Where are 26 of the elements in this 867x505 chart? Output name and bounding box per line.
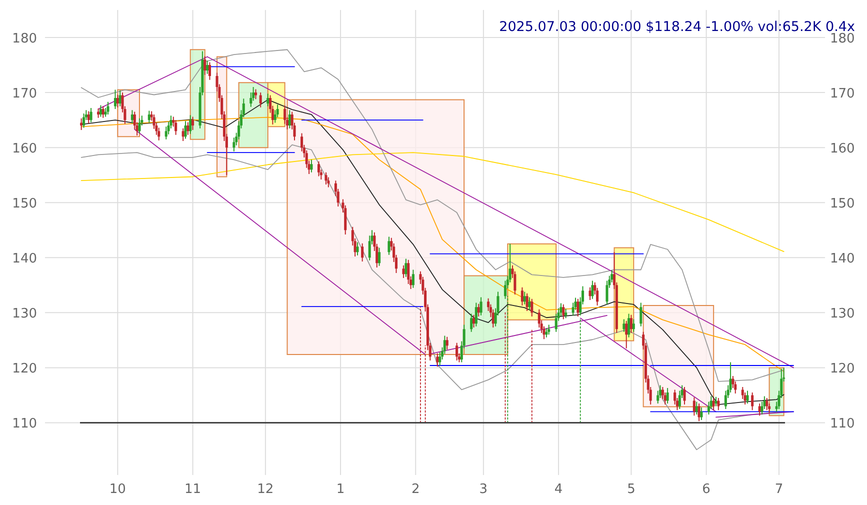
- y2-tick-label: 170: [830, 86, 855, 102]
- y2-tick-label: 180: [830, 32, 855, 47]
- x-tick-label: 5: [627, 482, 636, 497]
- y2-tick-label: 150: [830, 196, 855, 212]
- y2-tick-label: 130: [830, 306, 855, 322]
- x-tick-label: 12: [257, 482, 274, 497]
- y2-tick-label: 110: [830, 416, 855, 432]
- x-tick-label: 6: [702, 482, 710, 497]
- y-tick-label: 160: [12, 142, 37, 157]
- x-tick-label: 4: [554, 482, 563, 497]
- y2-tick-label: 140: [830, 252, 855, 267]
- y-tick-label: 120: [12, 362, 37, 377]
- y-tick-label: 130: [12, 306, 37, 322]
- x-tick-label: 7: [774, 482, 784, 497]
- y2-tick-label: 120: [830, 362, 855, 377]
- x-tick-label: 10: [109, 482, 126, 497]
- y2-tick-label: 160: [830, 142, 855, 157]
- x-tick-label: 3: [479, 482, 488, 497]
- y-tick-label: 140: [12, 252, 37, 267]
- y-tick-label: 180: [12, 32, 37, 47]
- y-tick-label: 110: [12, 416, 37, 432]
- x-tick-label: 2: [411, 482, 420, 497]
- x-tick-label: 11: [184, 482, 202, 497]
- y-tick-label: 150: [12, 196, 37, 212]
- y-tick-label: 170: [12, 86, 37, 102]
- x-tick-label: 1: [336, 482, 345, 497]
